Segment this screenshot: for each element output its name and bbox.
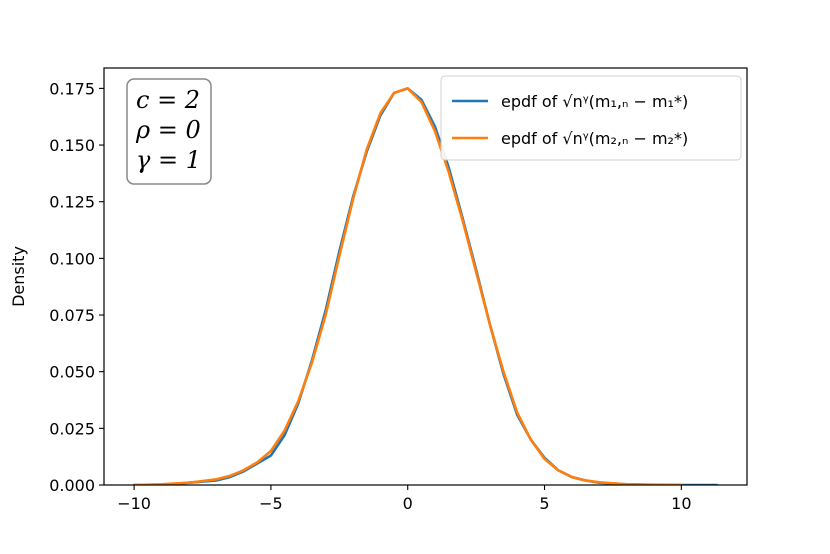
annotation-line-c: c = 2 — [136, 86, 200, 114]
y-tick-label: 0.000 — [49, 476, 95, 495]
parameter-annotation: c = 2 ρ = 0 γ = 1 — [126, 78, 212, 185]
axes-frame — [103, 67, 748, 486]
y-tick-label: 0.125 — [49, 193, 95, 212]
y-tick-label: 0.050 — [49, 363, 95, 382]
axis-ticks: −10 −5 0 5 10 0.000 0.025 0.050 0.075 0.100 0.125 0… — [49, 79, 691, 513]
x-tick-label: 5 — [539, 494, 549, 513]
legend: epdf of √nᵞ(m₁,ₙ − m₁*) epdf of √nᵞ(m₂,ₙ… — [440, 75, 742, 161]
y-tick-label: 0.175 — [49, 79, 95, 98]
y-axis-label: Density — [9, 246, 28, 307]
x-tick-label: 0 — [403, 494, 413, 513]
annotation-frame — [126, 78, 212, 185]
legend-label-series-1: epdf of √nᵞ(m₁,ₙ − m₁*) — [501, 92, 688, 111]
annotation-line-gamma: γ = 1 — [136, 146, 201, 174]
legend-frame — [440, 75, 742, 161]
plot-area — [103, 67, 748, 486]
series-line-2 — [132, 87, 683, 485]
x-tick-label: 10 — [671, 494, 691, 513]
annotation-line-rho: ρ = 0 — [135, 116, 201, 144]
legend-label-series-2: epdf of √nᵞ(m₂,ₙ − m₂*) — [501, 129, 688, 148]
x-tick-label: −10 — [117, 494, 151, 513]
y-tick-label: 0.150 — [49, 136, 95, 155]
y-tick-label: 0.100 — [49, 249, 95, 268]
y-tick-label: 0.075 — [49, 306, 95, 325]
x-tick-label: −5 — [259, 494, 283, 513]
y-tick-label: 0.025 — [49, 419, 95, 438]
